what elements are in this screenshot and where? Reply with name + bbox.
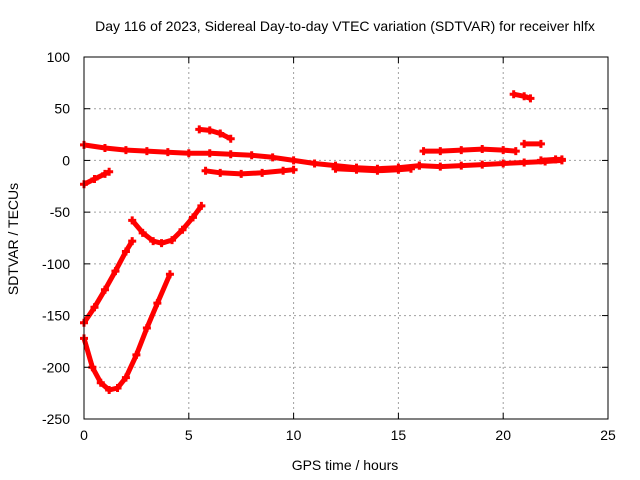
data-point: [520, 92, 529, 101]
data-point: [100, 285, 109, 294]
data-point: [511, 147, 520, 156]
data-point: [509, 90, 518, 99]
data-point: [100, 169, 109, 178]
data-point: [121, 247, 130, 256]
data-point: [226, 134, 235, 143]
y-tick-label: 0: [62, 152, 70, 168]
ticks: 0 5 10 15 20 25 -250 -200 -150 -100 -50 0 50 100: [42, 49, 616, 443]
data-point: [149, 237, 158, 246]
grid: [84, 57, 608, 419]
plot-frame: [83, 56, 609, 420]
data-point: [536, 139, 545, 148]
data-point: [406, 164, 415, 173]
series-layer: [80, 90, 566, 395]
data-point: [258, 168, 267, 177]
data-point: [157, 239, 166, 248]
x-axis-label: GPS time / hours: [292, 457, 399, 473]
data-point: [184, 149, 193, 158]
data-point: [289, 165, 298, 174]
data-point: [111, 267, 120, 276]
data-point: [237, 169, 246, 178]
data-point: [520, 158, 529, 167]
data-point: [205, 126, 214, 135]
data-point: [499, 159, 508, 168]
data-point: [478, 145, 487, 154]
data-point: [279, 166, 288, 175]
data-point: [216, 129, 225, 138]
data-point: [216, 168, 225, 177]
data-point: [128, 237, 137, 246]
data-point: [153, 299, 162, 308]
data-point: [142, 147, 151, 156]
x-tick-label: 5: [185, 427, 193, 443]
data-point: [436, 162, 445, 171]
x-tick-label: 25: [600, 427, 616, 443]
data-point: [165, 270, 174, 279]
data-point: [105, 386, 114, 395]
data-point: [201, 166, 210, 175]
data-point: [415, 161, 424, 170]
y-axis-label: SDTVAR / TECUs: [5, 183, 21, 295]
data-point: [100, 144, 109, 153]
data-point: [520, 139, 529, 148]
data-point: [105, 167, 114, 176]
data-point: [96, 378, 105, 387]
data-point: [178, 225, 187, 234]
data-point: [478, 160, 487, 169]
data-point: [90, 303, 99, 312]
data-point: [132, 350, 141, 359]
data-point: [195, 125, 204, 134]
chart-title: Day 116 of 2023, Sidereal Day-to-day VTE…: [95, 18, 595, 34]
y-tick-label: -150: [42, 308, 70, 324]
data-point: [247, 151, 256, 160]
x-tick-label: 15: [391, 427, 407, 443]
data-point: [138, 228, 147, 237]
data-point: [331, 164, 340, 173]
y-tick-label: -200: [42, 359, 70, 375]
data-point: [128, 216, 137, 225]
data-point: [142, 323, 151, 332]
data-series: [130, 204, 204, 246]
x-tick-label: 10: [286, 427, 302, 443]
y-tick-label: -50: [50, 204, 70, 220]
data-point: [268, 153, 277, 162]
data-series: [81, 273, 173, 393]
data-point: [289, 156, 298, 165]
data-point: [557, 155, 566, 164]
data-point: [499, 146, 508, 155]
x-tick-label: 20: [495, 427, 511, 443]
data-point: [436, 147, 445, 156]
data-series: [199, 126, 232, 141]
data-point: [457, 146, 466, 155]
data-point: [188, 213, 197, 222]
x-tick-label: 0: [80, 427, 88, 443]
data-point: [419, 147, 428, 156]
y-tick-label: -100: [42, 256, 70, 272]
y-tick-label: 50: [54, 101, 70, 117]
data-point: [373, 166, 382, 175]
y-tick-label: 100: [47, 49, 71, 65]
data-point: [168, 236, 177, 245]
data-point: [205, 149, 214, 158]
data-point: [197, 201, 206, 210]
data-point: [352, 165, 361, 174]
data-point: [526, 94, 535, 103]
y-tick-label: -250: [42, 411, 70, 427]
data-point: [90, 175, 99, 184]
data-point: [163, 148, 172, 157]
data-point: [121, 146, 130, 155]
data-point: [394, 165, 403, 174]
data-point: [457, 161, 466, 170]
data-point: [536, 156, 545, 165]
data-point: [121, 373, 130, 382]
data-point: [310, 159, 319, 168]
data-point: [226, 150, 235, 159]
data-point: [113, 383, 122, 392]
